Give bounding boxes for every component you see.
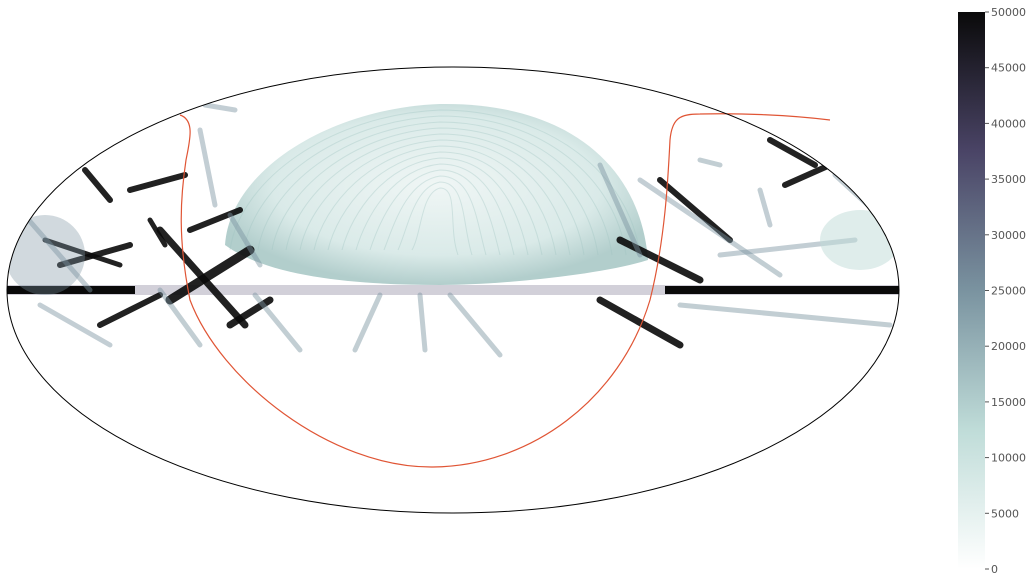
survey-stripe xyxy=(226,296,274,329)
survey-stripe-faint xyxy=(447,292,503,358)
colorbar-tick-label: 15000 xyxy=(991,396,1026,409)
colorbar: 0 5000 10000 15000 20000 25000 30000 35000 40000… xyxy=(958,6,1026,576)
survey-stripe xyxy=(147,217,168,248)
dome-arc xyxy=(383,175,487,256)
mollweide-outline xyxy=(6,66,900,514)
survey-stripe-faint xyxy=(597,162,643,258)
dome-arc xyxy=(285,133,585,256)
survey-stripe xyxy=(767,137,818,168)
survey-stripe-faint xyxy=(252,292,303,353)
survey-stripe-faint xyxy=(227,212,263,268)
dome-arc xyxy=(369,169,501,256)
survey-stripe xyxy=(596,296,684,349)
survey-stripe xyxy=(187,207,243,233)
survey-stripe xyxy=(657,177,733,243)
dome-arc xyxy=(229,109,641,256)
survey-stripe xyxy=(97,292,163,328)
survey-stripe-faint xyxy=(352,292,383,353)
survey-stripe xyxy=(156,226,249,329)
survey-stripe-faint xyxy=(677,302,893,328)
equator-band xyxy=(7,285,899,295)
survey-stripe-faint xyxy=(157,287,203,348)
dome-arc xyxy=(313,145,557,256)
survey-stripe-faint xyxy=(697,157,723,168)
dome-arc xyxy=(243,115,627,256)
survey-stripe-faint xyxy=(757,187,773,228)
survey-stripe-faint xyxy=(197,127,218,208)
survey-stripe xyxy=(82,167,113,203)
survey-stripe xyxy=(616,236,704,284)
dome-arc xyxy=(411,187,459,256)
colorbar-tick-label: 35000 xyxy=(991,173,1026,186)
colorbar-tick-label: 30000 xyxy=(991,229,1026,242)
colorbar-tick-label: 50000 xyxy=(991,6,1026,19)
dome-arc xyxy=(257,121,613,256)
survey-stripe-faint xyxy=(202,102,238,113)
survey-stripe-faint xyxy=(17,207,93,293)
dome-arc xyxy=(299,139,571,256)
map-panel xyxy=(6,66,900,514)
colorbar-tick-label: 10000 xyxy=(991,452,1026,465)
colorbar-ticks: 0 5000 10000 15000 20000 25000 30000 35000 40000… xyxy=(985,6,1026,576)
colorbar-tick-label: 25000 xyxy=(991,285,1026,298)
survey-stripe xyxy=(127,172,188,193)
dome-arc xyxy=(397,181,473,256)
dome-arc xyxy=(341,157,529,256)
density-heatmap xyxy=(7,102,899,358)
survey-stripe xyxy=(165,245,255,305)
survey-stripe-faint xyxy=(37,302,113,348)
dome-region xyxy=(225,103,648,285)
survey-stripe-faint xyxy=(417,292,428,353)
dome-arc xyxy=(327,151,543,256)
survey-stripe xyxy=(42,237,123,268)
survey-stripe xyxy=(782,162,833,188)
colorbar-tick-label: 45000 xyxy=(991,62,1026,75)
colorbar-tick-label: 5000 xyxy=(991,507,1019,520)
colorbar-tick-label: 20000 xyxy=(991,340,1026,353)
colorbar-tick-label: 0 xyxy=(991,563,998,576)
colorbar-gradient xyxy=(958,12,985,569)
dome-arc xyxy=(271,127,599,256)
boundary-curve xyxy=(179,113,831,468)
dome-arc xyxy=(355,163,515,256)
colorbar-tick-label: 40000 xyxy=(991,117,1026,130)
left-cluster xyxy=(7,215,85,295)
survey-stripe-faint xyxy=(637,177,783,278)
